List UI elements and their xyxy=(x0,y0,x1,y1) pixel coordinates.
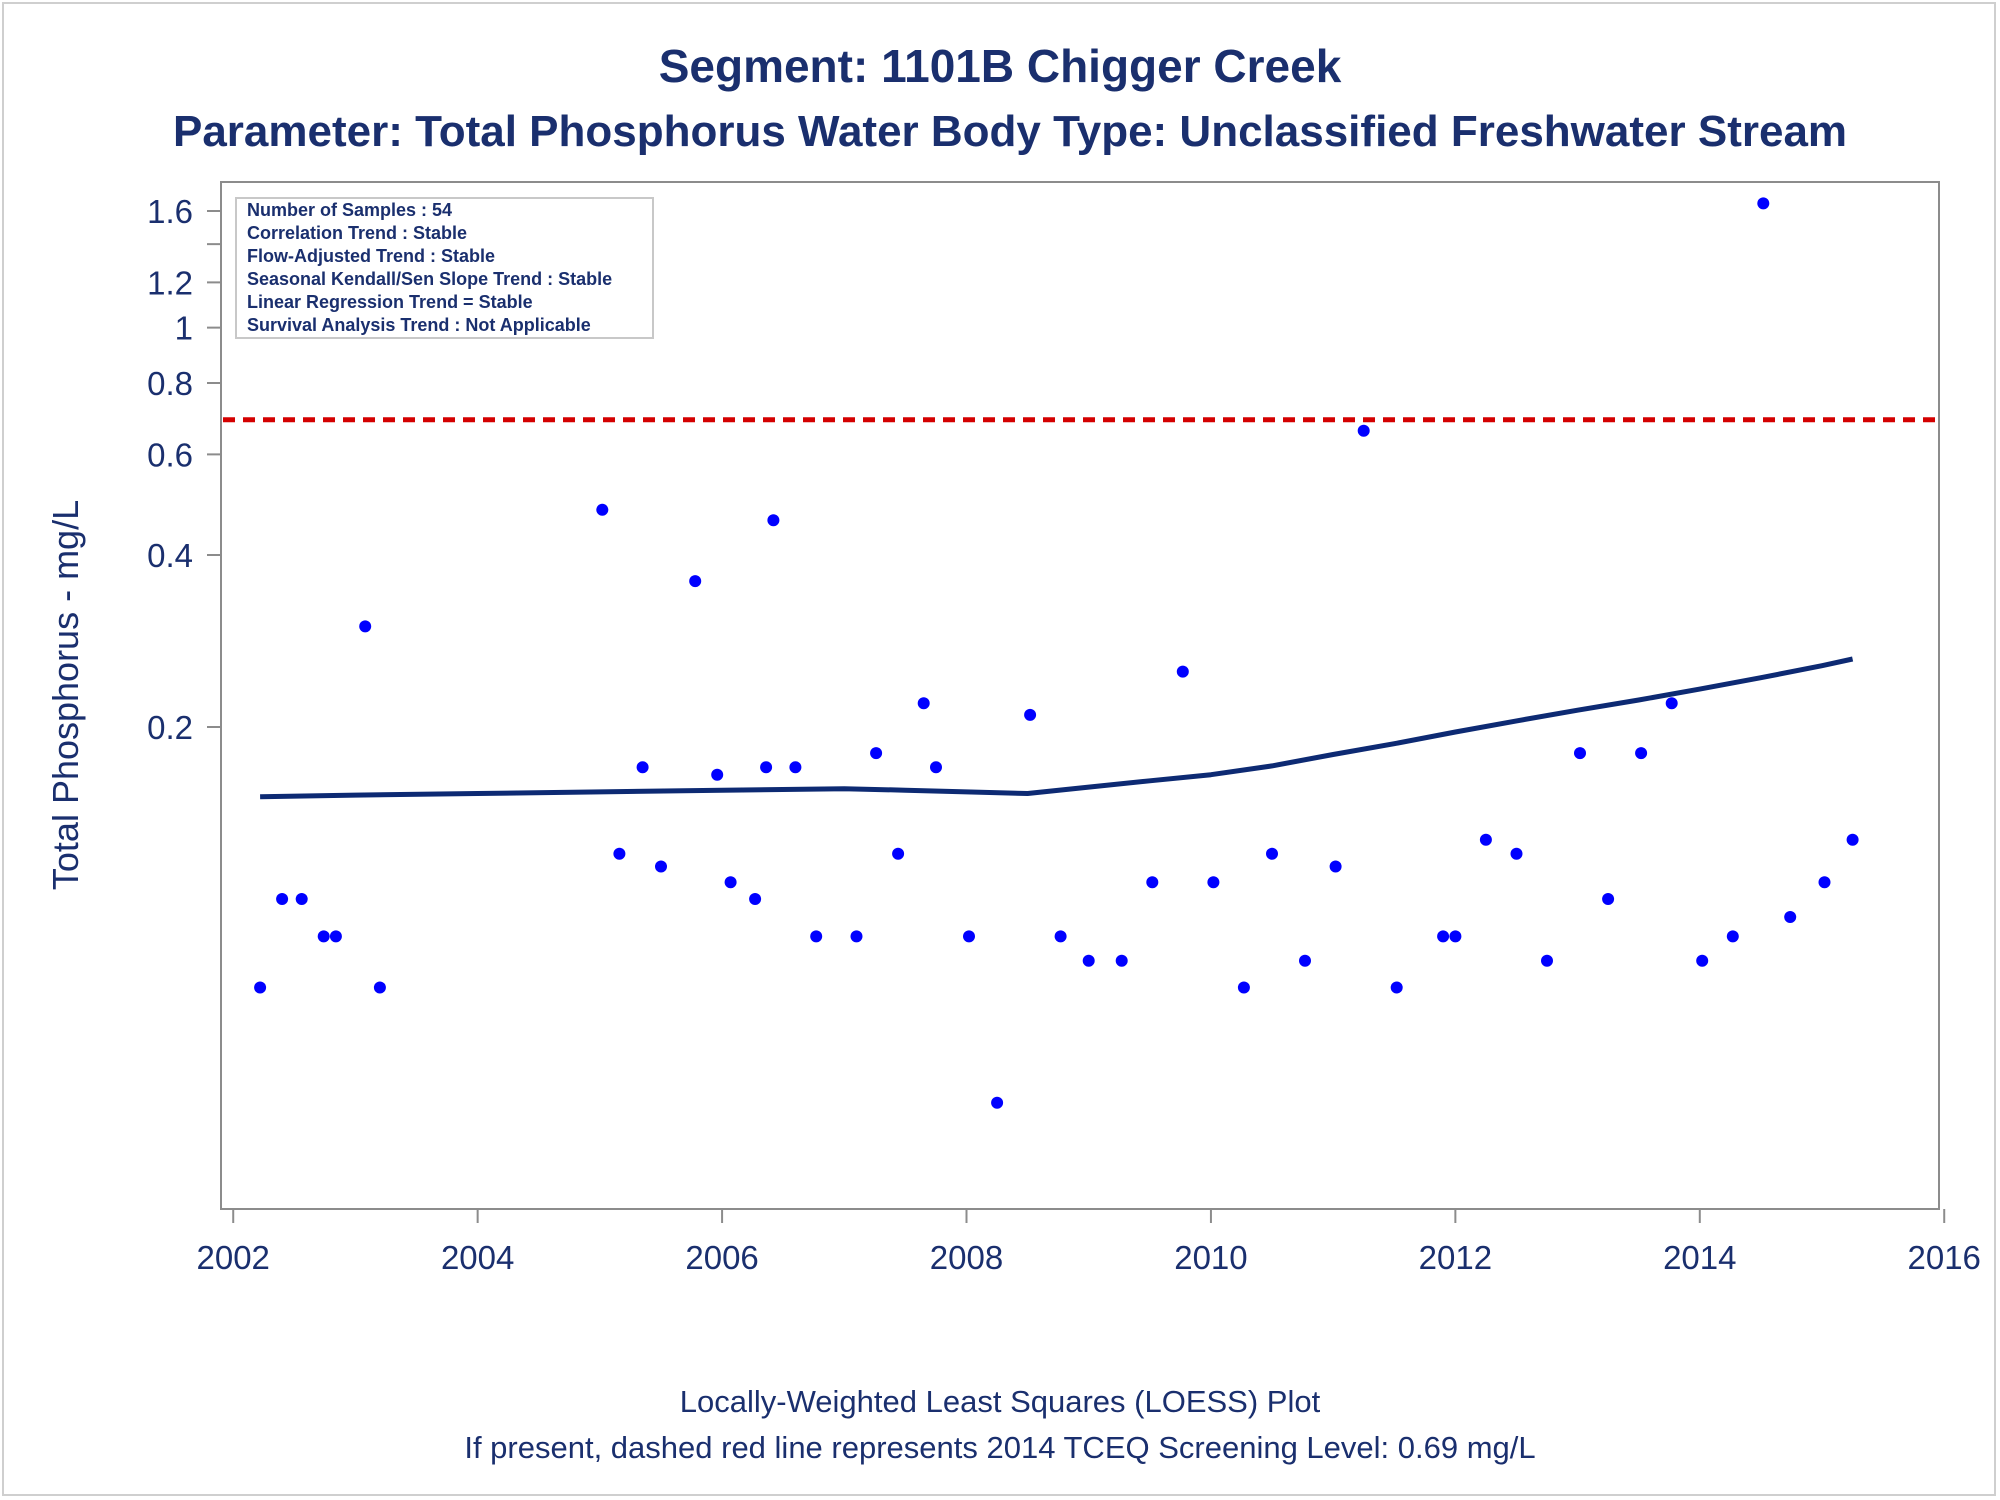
y-axis: 0.2 0.4 0.6 0.8 1 1.2 1.6 xyxy=(147,193,221,746)
data-point xyxy=(1329,860,1342,873)
data-point xyxy=(963,930,975,943)
data-point xyxy=(1207,876,1220,889)
info-linear-regression-trend: Linear Regression Trend = Stable xyxy=(247,292,533,312)
y-tick-label: 0.2 xyxy=(147,709,193,746)
data-point xyxy=(276,893,289,905)
x-tick-label: 2004 xyxy=(441,1239,514,1276)
loess-curve xyxy=(260,656,1854,800)
data-point xyxy=(892,847,905,860)
data-point xyxy=(1602,893,1615,905)
x-tick-label: 2014 xyxy=(1663,1239,1736,1276)
data-point xyxy=(767,514,780,527)
data-point xyxy=(711,768,724,781)
data-point xyxy=(1024,708,1037,721)
data-point xyxy=(1449,930,1462,943)
y-tick-label: 0.8 xyxy=(147,365,193,402)
data-point xyxy=(1266,847,1278,860)
info-flow-adjusted-trend: Flow-Adjusted Trend : Stable xyxy=(247,246,495,266)
data-point xyxy=(1082,954,1095,967)
data-point xyxy=(1299,954,1311,967)
x-tick-label: 2006 xyxy=(685,1239,758,1276)
x-axis: 2002 2004 2006 2008 2010 2012 2014 2016 xyxy=(197,1209,1981,1276)
data-points xyxy=(254,197,1859,1109)
data-point xyxy=(1510,847,1523,860)
data-point xyxy=(760,761,773,774)
plot-area xyxy=(220,181,1940,1210)
info-correlation-trend: Correlation Trend : Stable xyxy=(247,223,467,243)
data-point xyxy=(1176,665,1189,678)
data-point xyxy=(1479,833,1492,846)
data-point xyxy=(749,893,762,905)
data-point xyxy=(1574,747,1586,760)
info-box: Number of Samples : 54 Correlation Trend… xyxy=(235,197,654,339)
data-point xyxy=(359,620,372,633)
x-tick-label: 2012 xyxy=(1419,1239,1492,1276)
x-tick-label: 2016 xyxy=(1908,1239,1981,1276)
data-point xyxy=(1784,911,1797,923)
data-point xyxy=(1237,981,1250,994)
data-point xyxy=(329,930,342,943)
data-point xyxy=(295,893,308,905)
data-point xyxy=(1541,954,1553,967)
data-point xyxy=(1818,876,1831,889)
info-seasonal-kendall-trend: Seasonal Kendall/Sen Slope Trend : Stabl… xyxy=(247,269,612,289)
data-point xyxy=(991,1096,1004,1109)
chart-title: Segment: 1101B Chigger Creek xyxy=(659,40,1342,92)
data-point xyxy=(1846,833,1859,846)
y-axis-label: Total Phosphorus - mg/L xyxy=(45,500,86,890)
data-point xyxy=(1437,930,1450,943)
info-box-frame xyxy=(235,197,654,339)
info-survival-analysis-trend: Survival Analysis Trend : Not Applicable xyxy=(247,315,591,335)
data-point xyxy=(1357,424,1370,437)
data-point xyxy=(1054,930,1067,943)
data-point xyxy=(789,761,802,774)
y-tick-label: 1 xyxy=(175,310,193,347)
footnote-loess: Locally-Weighted Least Squares (LOESS) P… xyxy=(680,1384,1321,1419)
data-point xyxy=(636,761,649,774)
data-point xyxy=(373,981,386,994)
data-point xyxy=(870,747,883,760)
chart-subtitle: Parameter: Total Phosphorus Water Body T… xyxy=(173,107,1847,156)
data-point xyxy=(850,930,863,943)
data-point xyxy=(917,697,930,710)
data-point xyxy=(1757,197,1770,210)
data-point xyxy=(810,930,823,943)
y-tick-label: 1.6 xyxy=(147,193,193,230)
x-tick-label: 2010 xyxy=(1174,1239,1247,1276)
footnote-screening: If present, dashed red line represents 2… xyxy=(464,1430,1535,1465)
data-point xyxy=(689,575,702,588)
data-point xyxy=(254,981,267,994)
data-point xyxy=(1726,930,1739,943)
data-point xyxy=(1390,981,1403,994)
data-point xyxy=(930,761,942,774)
data-point xyxy=(655,860,667,873)
y-tick-label: 0.4 xyxy=(147,537,193,574)
y-tick-label: 0.6 xyxy=(147,436,193,473)
x-tick-label: 2002 xyxy=(197,1239,270,1276)
data-point xyxy=(596,503,609,516)
info-samples: Number of Samples : 54 xyxy=(247,200,452,220)
data-point xyxy=(724,876,737,889)
y-tick-label: 1.2 xyxy=(147,264,193,301)
data-point xyxy=(317,930,330,943)
data-point xyxy=(1115,954,1128,967)
data-point xyxy=(1146,876,1159,889)
data-point xyxy=(1665,697,1678,710)
data-point xyxy=(613,847,626,860)
data-point xyxy=(1635,747,1648,760)
x-tick-label: 2008 xyxy=(930,1239,1003,1276)
data-point xyxy=(1696,954,1709,967)
